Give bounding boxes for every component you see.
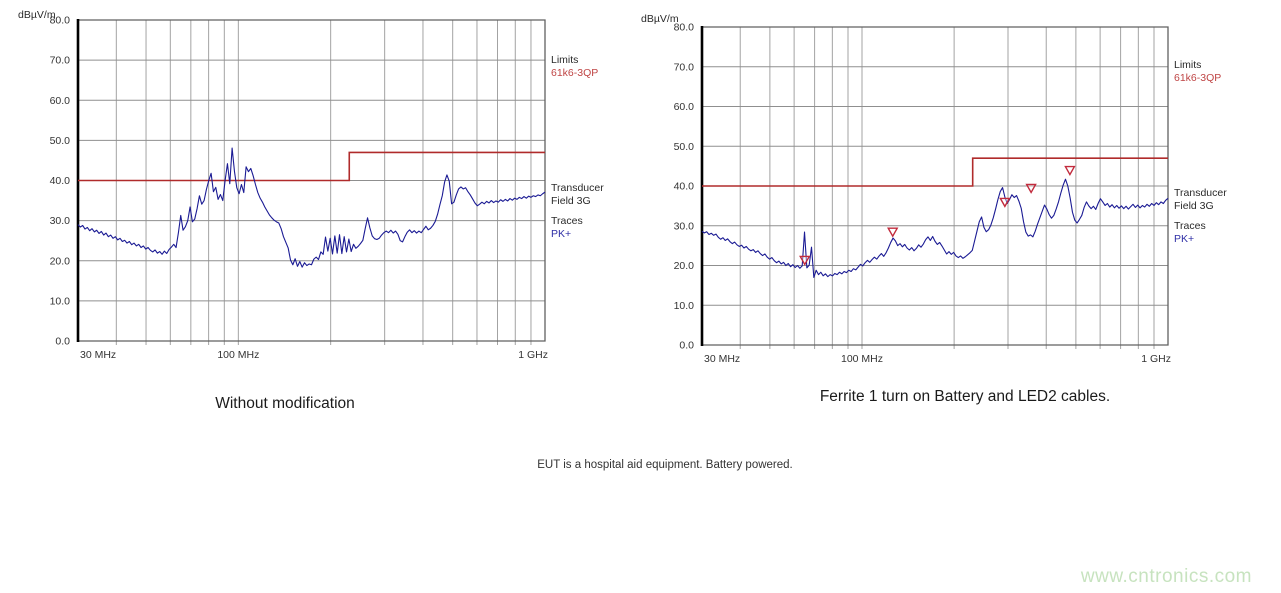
legend-traces-left: Traces PK+	[551, 215, 583, 240]
legend-traces-label: Traces	[551, 215, 583, 227]
chart-left: 80.0 70.0 60.0 50.0 40.0 30.0 20.0 10.0 0.0 30 MH…	[50, 15, 548, 362]
y-tick-label: 20.0	[674, 260, 695, 272]
y-tick-label: 20.0	[50, 255, 71, 267]
legend-limits-label: Limits	[551, 54, 579, 66]
y-tick-label: 30.0	[50, 215, 71, 227]
legend-limit-name: 61k6-3QP	[551, 66, 599, 79]
peak-marker	[1025, 183, 1037, 194]
legend-limits-right: Limits 61k6-3QP	[1174, 59, 1221, 84]
trace-pk-plus	[77, 147, 546, 268]
legend-trace-name: PK+	[551, 227, 572, 240]
peak-marker	[999, 197, 1011, 208]
y-tick-label: 10.0	[50, 295, 71, 307]
legend-limits-label: Limits	[1174, 59, 1202, 71]
legend-limits-left: Limits 61k6-3QP	[551, 54, 598, 79]
peak-marker	[1064, 165, 1076, 177]
legend-traces-right: Traces PK+	[1174, 220, 1206, 245]
y-tick-label: 70.0	[674, 61, 695, 73]
y-tick-label: 10.0	[674, 300, 695, 312]
y-tick-label: 80.0	[674, 22, 695, 34]
legend-transducer-left: Transducer Field 3G	[551, 182, 604, 207]
y-tick-label: 40.0	[50, 175, 71, 187]
y-tick-label: 60.0	[50, 95, 71, 107]
limit-line	[78, 151, 545, 182]
x-tick-label: 100 MHz	[217, 349, 259, 361]
peak-marker	[887, 227, 899, 238]
y-tick-label: 30.0	[674, 220, 695, 232]
legend-transducer-right: Transducer Field 3G	[1174, 187, 1227, 212]
x-tick-label: 1 GHz	[1141, 353, 1171, 365]
caption-right-chart: Ferrite 1 turn on Battery and LED2 cable…	[819, 388, 1111, 405]
watermark: www.cntronics.com	[1080, 566, 1252, 587]
x-tick-label: 1 GHz	[518, 349, 548, 361]
legend-transducer-name: Field 3G	[551, 194, 591, 207]
legend-transducer-label: Transducer	[1174, 187, 1227, 199]
legend-transducer-label: Transducer	[551, 182, 604, 194]
caption-left-chart: Without modification	[215, 395, 355, 412]
chart-right: 80.0 70.0 60.0 50.0 40.0 30.0 20.0 10.0 0.0 30 MH…	[674, 22, 1171, 366]
gridlines	[702, 27, 1168, 349]
x-tick-label: 30 MHz	[80, 349, 116, 361]
eut-note: EUT is a hospital aid equipment. Battery…	[537, 459, 793, 471]
legend-transducer-name: Field 3G	[1174, 199, 1214, 212]
y-tick-label: 40.0	[674, 181, 695, 193]
y-axis-unit-label-left: dBµV/m	[18, 9, 56, 21]
y-axis-unit-label-right: dBµV/m	[641, 13, 679, 25]
y-tick-label: 0.0	[55, 336, 70, 348]
peak-marker	[799, 255, 811, 266]
x-tick-label: 30 MHz	[704, 353, 740, 365]
legend-limit-name: 61k6-3QP	[1174, 71, 1222, 84]
y-tick-label: 70.0	[50, 55, 71, 67]
y-tick-label: 50.0	[674, 141, 695, 153]
legend-trace-name: PK+	[1174, 232, 1195, 245]
gridlines	[78, 20, 545, 345]
y-tick-label: 0.0	[679, 340, 694, 352]
peak-markers	[799, 165, 1076, 266]
y-tick-label: 60.0	[674, 101, 695, 113]
trace-pk-plus	[701, 178, 1169, 278]
y-tick-label: 80.0	[50, 15, 71, 27]
x-tick-label: 100 MHz	[841, 353, 883, 365]
limit-line	[702, 157, 1168, 187]
legend-traces-label: Traces	[1174, 220, 1206, 232]
y-tick-label: 50.0	[50, 135, 71, 147]
